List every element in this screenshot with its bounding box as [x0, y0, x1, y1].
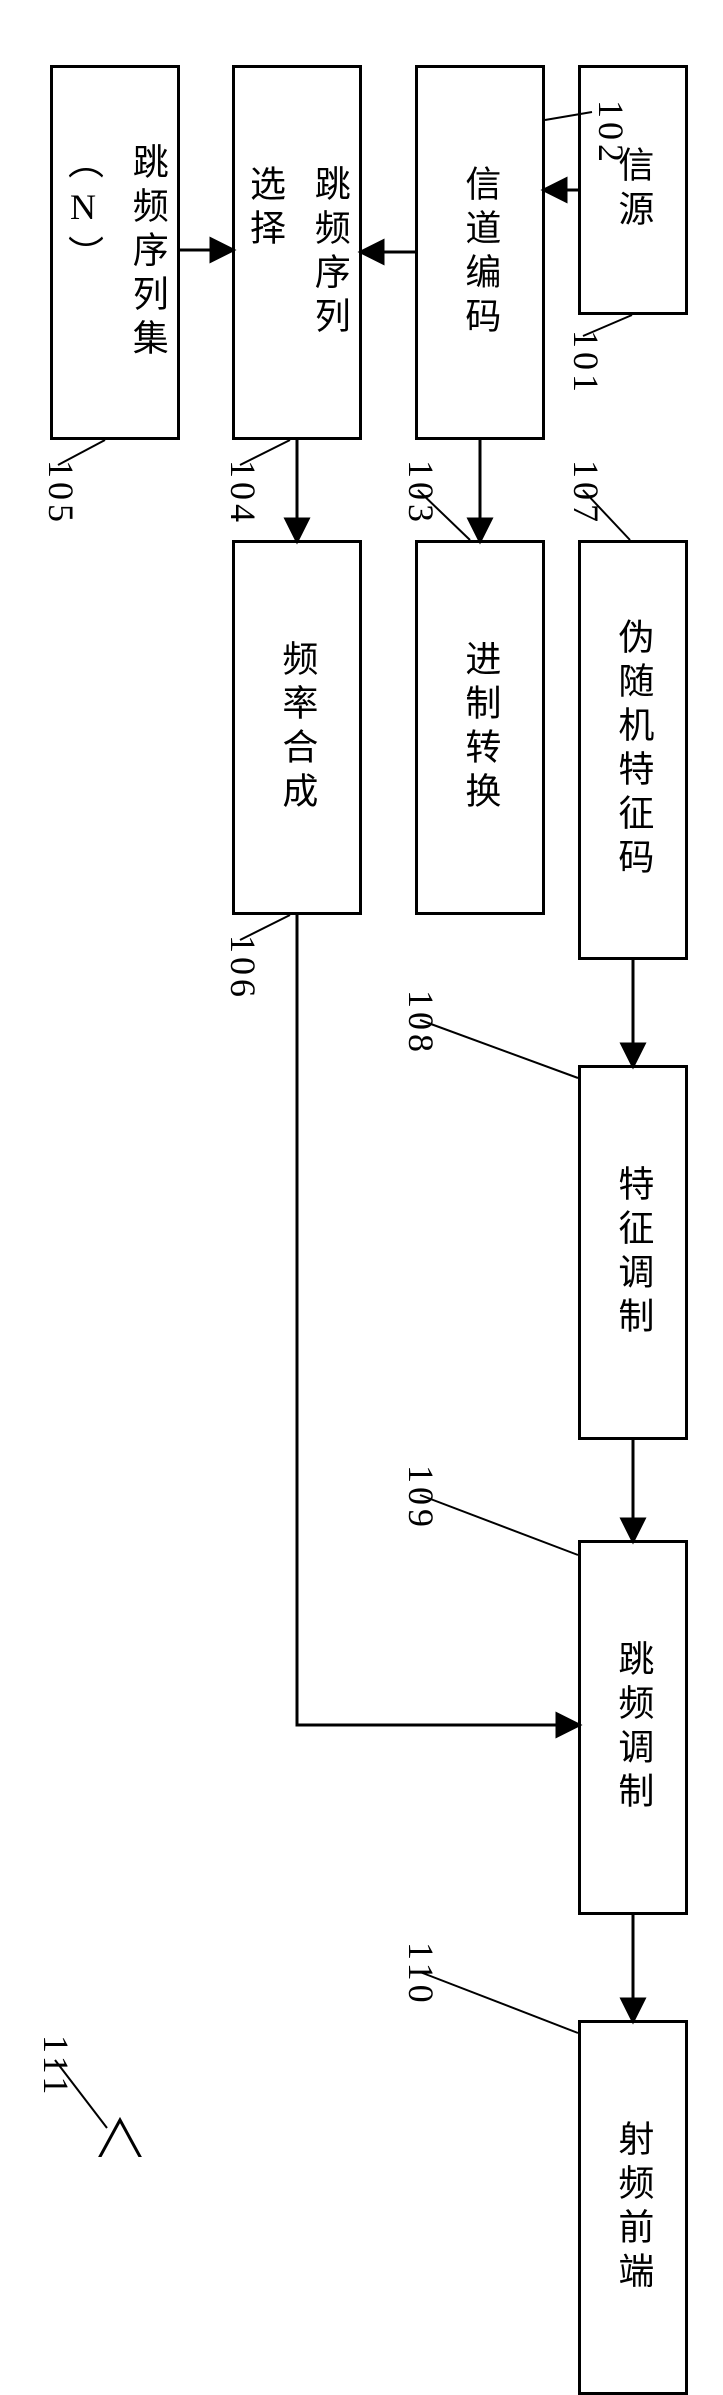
ref-103: 103	[400, 460, 442, 526]
ref-106: 106	[222, 935, 264, 1001]
node-label: 跳频序列集 （N）	[50, 143, 180, 363]
node-label: 频率合成	[265, 640, 330, 816]
node-frequency-synth: 频率合成	[232, 540, 362, 915]
node-label: 特征调制	[601, 1165, 666, 1341]
node-label: 射频前端	[601, 2120, 666, 2296]
node-label: 跳频序列 选择	[232, 165, 362, 341]
ref-109: 109	[400, 1465, 442, 1531]
ref-105: 105	[40, 460, 82, 526]
node-pseudo-random-code: 伪随机特征码	[578, 540, 688, 960]
node-label: 伪随机特征码	[601, 618, 666, 882]
ref-107: 107	[565, 460, 607, 526]
node-feature-modulate: 特征调制	[578, 1065, 688, 1440]
node-hop-modulate: 跳频调制	[578, 1540, 688, 1915]
node-base-convert: 进制转换	[415, 540, 545, 915]
node-label: 进制转换	[448, 640, 513, 816]
node-rf-frontend: 射频前端	[578, 2020, 688, 2395]
node-hop-sequence-set: 跳频序列集 （N）	[50, 65, 180, 440]
node-hop-sequence-select: 跳频序列 选择	[232, 65, 362, 440]
antenna-icon	[90, 2120, 150, 2157]
node-channel-encode: 信道编码	[415, 65, 545, 440]
ref-111: 111	[35, 2035, 77, 2098]
ref-101: 101	[565, 330, 607, 396]
ref-104: 104	[222, 460, 264, 526]
ref-108: 108	[400, 990, 442, 1056]
node-label: 信道编码	[448, 165, 513, 341]
ref-102: 102	[590, 100, 632, 166]
ref-110: 110	[400, 1942, 442, 2007]
node-label: 跳频调制	[601, 1640, 666, 1816]
